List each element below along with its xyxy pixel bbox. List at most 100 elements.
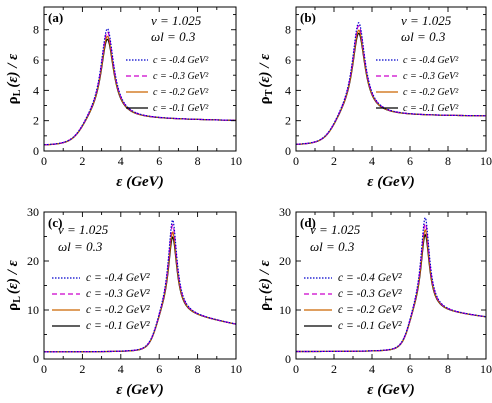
x-tick-label: 4: [369, 362, 375, 376]
y-tick-label: 30: [27, 205, 39, 219]
panel-0: 0 2 4 6 8 10 0 2 4 6 8 ε (GeV) ρL(ε) / ε (a) ν = 1.025…: [5, 6, 242, 190]
param-omega: ωl = 0.3: [58, 239, 103, 254]
legend-label-3: c = -0.1 GeV²: [338, 320, 402, 332]
y-tick-label: 4: [33, 83, 39, 97]
x-tick-label: 4: [118, 362, 124, 376]
x-tick-label: 0: [293, 154, 299, 168]
x-tick-label: 0: [41, 154, 47, 168]
y-tick-label: 6: [33, 53, 39, 67]
y-tick-label: 6: [285, 53, 291, 67]
legend-label-2: c = -0.2 GeV²: [86, 304, 150, 316]
y-label-sub: T: [264, 296, 275, 303]
x-tick-label: 2: [79, 154, 85, 168]
legend-label-0: c = -0.4 GeV²: [86, 272, 150, 284]
param-nu: ν = 1.025: [401, 13, 452, 28]
x-tick-label: 8: [445, 362, 451, 376]
x-tick-label: 4: [118, 154, 124, 168]
x-tick-label: 6: [407, 362, 413, 376]
series-line-0: [296, 21, 486, 145]
y-tick-label: 20: [27, 254, 39, 268]
y-label-rest: (ε) / ε: [5, 53, 21, 88]
panel-label: (b): [300, 10, 316, 25]
y-label-sub: T: [264, 89, 275, 96]
x-axis-label: ε (GeV): [116, 382, 163, 398]
param-nu: ν = 1.025: [58, 222, 109, 237]
x-tick-label: 6: [156, 362, 162, 376]
y-label-sub: L: [12, 89, 23, 96]
y-tick-label: 2: [33, 114, 39, 128]
x-tick-label: 2: [331, 154, 337, 168]
x-tick-label: 8: [195, 154, 201, 168]
y-tick-label: 20: [279, 254, 291, 268]
y-tick-label: 0: [33, 144, 39, 158]
legend-label-2: c = -0.2 GeV²: [403, 87, 459, 98]
y-label-main: ρ: [5, 303, 21, 311]
legend-label-0: c = -0.4 GeV²: [153, 55, 209, 66]
legend-label-3: c = -0.1 GeV²: [403, 103, 459, 114]
param-omega: ωl = 0.3: [310, 239, 355, 254]
y-tick-label: 10: [27, 303, 39, 317]
y-label-rest: (ε) / ε: [257, 53, 273, 88]
legend-label-2: c = -0.2 GeV²: [153, 87, 209, 98]
series-line-0: [44, 27, 236, 146]
x-tick-label: 0: [293, 362, 299, 376]
y-axis-label: ρT (ε) / ε: [257, 259, 275, 311]
x-tick-label: 2: [79, 362, 85, 376]
panel-label: (a): [48, 10, 63, 25]
legend-label-1: c = -0.3 GeV²: [403, 71, 459, 82]
y-tick-label: 4: [285, 83, 291, 97]
y-label-main: ρ: [5, 96, 21, 104]
x-tick-label: 8: [445, 154, 451, 168]
y-tick-label: 0: [285, 352, 291, 366]
y-label-rest: (ε) / ε: [5, 259, 21, 294]
param-omega: ωl = 0.3: [151, 29, 196, 44]
y-tick-label: 30: [279, 205, 291, 219]
legend-label-1: c = -0.3 GeV²: [86, 288, 150, 300]
param-nu: ν = 1.025: [310, 222, 361, 237]
y-label-main: ρ: [257, 303, 273, 311]
x-tick-label: 10: [230, 154, 242, 168]
y-tick-label: 0: [33, 352, 39, 366]
y-tick-label: 8: [285, 23, 291, 37]
x-tick-label: 10: [480, 154, 492, 168]
y-label-rest: (ε) / ε: [257, 259, 273, 294]
legend-label-2: c = -0.2 GeV²: [338, 304, 402, 316]
x-tick-label: 8: [195, 362, 201, 376]
panel-1: 0 2 4 6 8 10 0 2 4 6 8 ε (GeV) ρT(ε) / ε (b) ν = 1.025…: [257, 6, 492, 190]
x-tick-label: 4: [369, 154, 375, 168]
x-tick-label: 6: [156, 154, 162, 168]
series-line-0: [44, 218, 236, 353]
x-axis-label: ε (GeV): [367, 382, 414, 398]
legend-label-0: c = -0.4 GeV²: [338, 272, 402, 284]
y-axis-label: ρL(ε) / ε: [5, 53, 23, 105]
y-axis-label: ρT(ε) / ε: [257, 53, 275, 105]
y-tick-label: 2: [285, 114, 291, 128]
panel-3: 0 2 4 6 8 10 0 10 20 30 ε (GeV) ρT (ε) / ε (d)ν = 1.0…: [257, 205, 492, 398]
legend-label-0: c = -0.4 GeV²: [403, 55, 459, 66]
legend-label-1: c = -0.3 GeV²: [338, 288, 402, 300]
x-tick-label: 10: [230, 362, 242, 376]
param-nu: ν = 1.025: [151, 13, 202, 28]
x-axis-label: ε (GeV): [116, 174, 163, 190]
param-omega: ωl = 0.3: [401, 29, 446, 44]
y-axis-label: ρL (ε) / ε: [5, 259, 23, 311]
x-tick-label: 2: [331, 362, 337, 376]
x-tick-label: 0: [41, 362, 47, 376]
x-tick-label: 6: [407, 154, 413, 168]
y-tick-label: 0: [285, 144, 291, 158]
y-tick-label: 8: [33, 23, 39, 37]
series-line-1: [44, 31, 236, 146]
panel-label: (d): [300, 215, 316, 230]
legend-label-1: c = -0.3 GeV²: [153, 71, 209, 82]
y-label-sub: L: [12, 296, 23, 303]
y-tick-label: 10: [279, 303, 291, 317]
x-tick-label: 10: [480, 362, 492, 376]
panel-2: 0 2 4 6 8 10 0 10 20 30 ε (GeV) ρL (ε) / ε (c)ν = 1.0…: [5, 205, 242, 398]
series-line-1: [296, 24, 486, 145]
legend-label-3: c = -0.1 GeV²: [86, 320, 150, 332]
y-label-main: ρ: [257, 96, 273, 104]
x-axis-label: ε (GeV): [367, 174, 414, 190]
panel-label: (c): [48, 215, 62, 230]
legend-label-3: c = -0.1 GeV²: [153, 103, 209, 114]
